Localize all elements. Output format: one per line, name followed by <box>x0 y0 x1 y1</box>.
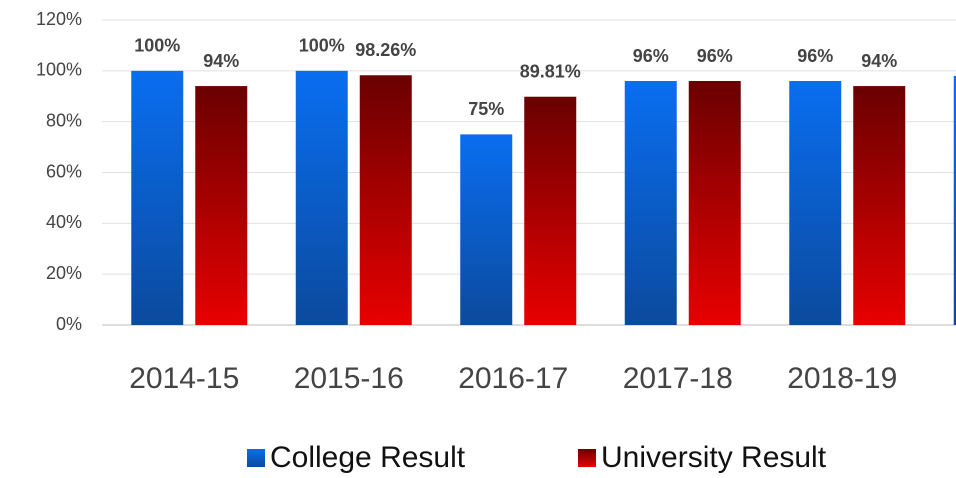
data-label: 75% <box>468 99 504 119</box>
x-tick-label: 2014-15 <box>129 362 239 395</box>
data-label: 94% <box>861 51 897 71</box>
bar <box>295 70 348 325</box>
legend-label: College Result <box>270 441 466 474</box>
bar <box>853 86 906 325</box>
data-label: 94% <box>203 51 239 71</box>
bar <box>195 86 248 325</box>
bar <box>789 81 842 325</box>
y-tick-label: 60% <box>46 161 82 181</box>
data-label: 100% <box>134 36 180 56</box>
data-label: 100% <box>299 36 345 56</box>
y-tick-label: 120% <box>36 9 82 29</box>
data-label: 96% <box>797 46 833 66</box>
x-tick-label: 2015-16 <box>294 362 404 395</box>
y-tick-label: 40% <box>46 212 82 232</box>
bar <box>131 70 184 325</box>
legend-swatch <box>247 449 265 467</box>
data-label: 98.26% <box>355 40 416 60</box>
x-tick-label: 2016-17 <box>458 362 568 395</box>
y-tick-label: 80% <box>46 110 82 130</box>
y-tick-label: 0% <box>56 314 82 334</box>
y-tick-label: 20% <box>46 263 82 283</box>
y-tick-label: 100% <box>36 60 82 80</box>
legend-label: University Result <box>601 441 827 474</box>
x-tick-label: 2017-18 <box>623 362 733 395</box>
bar <box>359 75 412 326</box>
bar <box>524 96 577 326</box>
data-label: 96% <box>633 46 669 66</box>
legend-swatch <box>578 449 596 467</box>
bar <box>624 81 677 325</box>
data-label: 89.81% <box>520 61 581 81</box>
bar <box>953 75 956 326</box>
x-tick-label: 2018-19 <box>787 362 897 395</box>
bar <box>688 81 741 325</box>
bar <box>460 134 513 325</box>
data-label: 96% <box>697 46 733 66</box>
